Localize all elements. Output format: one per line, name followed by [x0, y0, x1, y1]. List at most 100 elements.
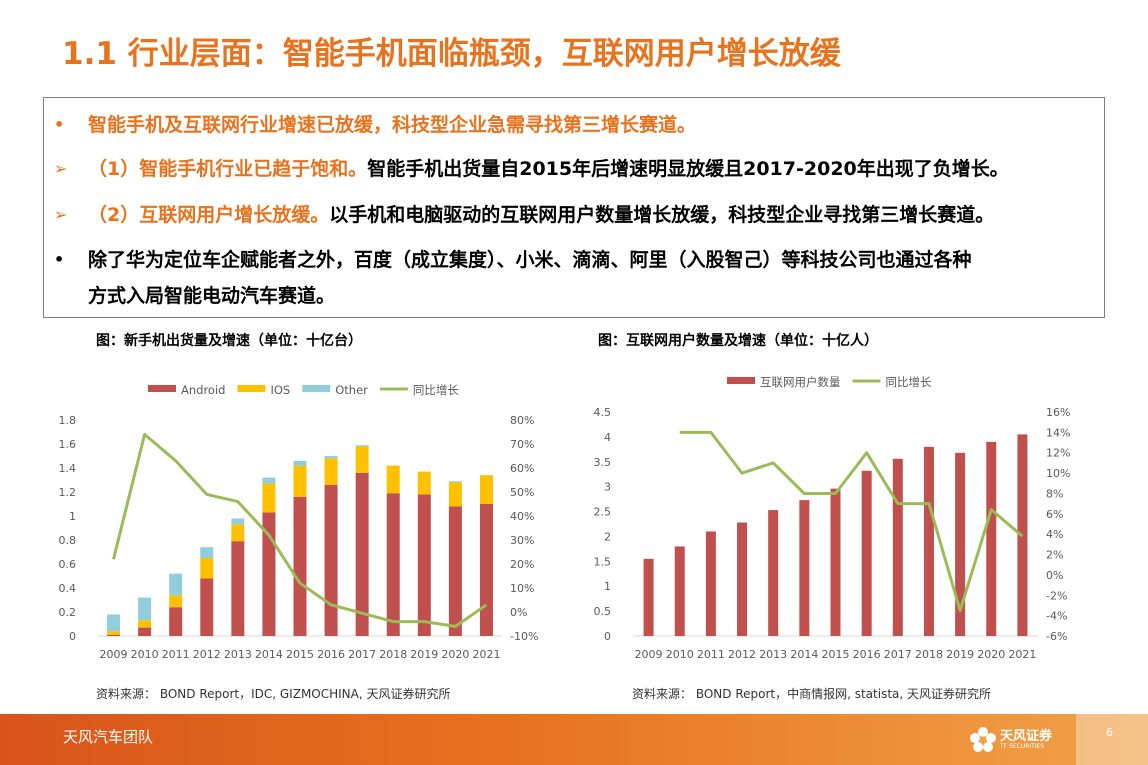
- bar-互联网用户数量-2010: [674, 546, 685, 636]
- page-number-panel: [1076, 714, 1148, 765]
- internet-users-chart: 0 0.5 1 1.5 2 2.5 3 3.5 4 4.5 -6% -4% -2% 0% 2% 4% 6% 8% 1…: [594, 375, 1071, 661]
- bar-Android-2012: [200, 578, 214, 636]
- x-axis-tick: 2020: [441, 648, 469, 661]
- x-axis-tick: 2019: [410, 648, 438, 661]
- line-series-同比增长: [112, 432, 488, 628]
- y-axis-left-tick: 3.5: [594, 456, 612, 469]
- y-axis-left-tick: 0.8: [59, 534, 77, 547]
- legend-swatch-Android: [148, 385, 176, 392]
- x-axis-tick: 2014: [790, 648, 818, 661]
- y-axis-right-tick: 2%: [1046, 549, 1063, 562]
- y-axis-left-tick: 1.2: [59, 486, 77, 499]
- page-number: 6: [1106, 726, 1113, 739]
- y-axis-right-tick: 70%: [510, 438, 534, 451]
- bar-互联网用户数量-2015: [830, 488, 841, 636]
- y-axis-left-tick: 1.4: [59, 462, 77, 475]
- y-axis-left-tick: 1.5: [594, 555, 612, 568]
- bar-Other-2016: [324, 456, 338, 459]
- legend-swatch-Other: [302, 385, 331, 392]
- legend-swatch-互联网用户数量: [727, 377, 755, 384]
- y-axis-right-tick: 60%: [510, 462, 534, 475]
- bar-IOS-2012: [200, 558, 214, 579]
- bar-IOS-2011: [169, 595, 183, 608]
- summary-box: • 智能手机及互联网行业增速已放缓，科技型企业急需寻找第三增长赛道。 ➢ （1）…: [43, 97, 1105, 318]
- bar-Other-2020: [448, 481, 462, 483]
- bar-Other-2017: [355, 445, 369, 447]
- bar-Android-2014: [262, 512, 276, 636]
- x-axis-tick: 2013: [759, 648, 787, 661]
- x-axis-tick: 2019: [946, 648, 974, 661]
- bar-Android-2009: [107, 634, 121, 636]
- y-axis-left-tick: 0.2: [59, 606, 77, 619]
- bar-Android-2019: [417, 494, 431, 636]
- bar-Android-2018: [386, 493, 400, 636]
- bar-IOS-2018: [386, 465, 400, 494]
- footer-bar: 天风汽车团队 天风证券 TF SECURITIES 6: [0, 714, 1148, 765]
- legend-label-Android: Android: [181, 383, 225, 397]
- legend-label-同比增长: 同比增长: [886, 375, 932, 389]
- bar-Other-2012: [200, 547, 214, 558]
- bar-互联网用户数量-2019: [955, 452, 966, 636]
- y-axis-right-tick: -10%: [510, 630, 538, 643]
- y-axis-right-tick: 80%: [510, 414, 534, 427]
- x-axis-tick: 2010: [131, 648, 159, 661]
- bullet-2-highlight: （1）智能手机行业已趋于饱和。: [88, 158, 368, 180]
- x-axis-tick: 2021: [1008, 648, 1036, 661]
- bar-互联网用户数量-2013: [768, 510, 779, 636]
- y-axis-right-tick: 14%: [1046, 426, 1070, 439]
- y-axis-left-tick: 0.6: [59, 558, 77, 571]
- bar-Other-2010: [138, 597, 152, 621]
- y-axis-right-tick: 50%: [510, 486, 534, 499]
- bar-Other-2013: [231, 518, 245, 525]
- bar-互联网用户数量-2017: [892, 458, 903, 636]
- y-axis-right-tick: 8%: [1046, 487, 1063, 500]
- y-axis-left-tick: 4: [604, 431, 611, 444]
- x-axis-tick: 2015: [822, 648, 850, 661]
- x-axis-tick: 2016: [317, 648, 345, 661]
- bar-IOS-2019: [417, 471, 431, 495]
- bar-互联网用户数量-2014: [799, 500, 810, 636]
- x-axis-tick: 2018: [915, 648, 943, 661]
- y-axis-right-tick: 10%: [1046, 467, 1070, 480]
- y-axis-left-tick: 3: [604, 481, 611, 494]
- x-axis-tick: 2020: [977, 648, 1005, 661]
- x-axis-tick: 2017: [884, 648, 912, 661]
- x-axis-tick: 2021: [472, 648, 500, 661]
- footer-team: 天风汽车团队: [63, 728, 154, 746]
- line-series-同比增长: [679, 430, 1024, 612]
- y-axis-right-tick: -6%: [1046, 630, 1067, 643]
- y-axis-right-tick: 10%: [510, 582, 534, 595]
- y-axis-right-tick: 20%: [510, 558, 534, 571]
- bar-Android-2010: [138, 627, 152, 636]
- x-axis-tick: 2009: [635, 648, 663, 661]
- y-axis-left-tick: 2: [604, 530, 611, 543]
- page-title: 1.1 行业层面：智能手机面临瓶颈，互联网用户增长放缓: [62, 36, 841, 72]
- y-axis-left-tick: 0.4: [59, 582, 77, 595]
- y-axis-right-tick: 30%: [510, 534, 534, 547]
- y-axis-right-tick: 6%: [1046, 508, 1063, 521]
- bar-Android-2016: [324, 484, 338, 636]
- y-axis-left-tick: 2.5: [594, 506, 612, 519]
- logo-text: 天风证券: [1000, 729, 1053, 744]
- bar-Other-2015: [293, 460, 307, 466]
- chart2-source: 资料来源： BOND Report，中商情报网, statista, 天风证券研…: [632, 687, 992, 701]
- flower-logo-icon: [970, 727, 996, 752]
- y-axis-right-tick: 16%: [1046, 406, 1070, 419]
- bar-IOS-2015: [293, 465, 307, 497]
- x-axis-tick: 2015: [286, 648, 314, 661]
- y-axis-left-tick: 0.5: [594, 605, 612, 618]
- bar-IOS-2009: [107, 631, 121, 635]
- bullet-4-text: 除了华为定位车企赋能者之外，百度（成立集度）、小米、滴滴、阿里（入股智己）等科技…: [88, 249, 972, 271]
- y-axis-left-tick: 4.5: [594, 406, 612, 419]
- x-axis-tick: 2011: [162, 648, 190, 661]
- bar-互联网用户数量-2020: [986, 441, 997, 636]
- bar-Other-2011: [169, 573, 183, 596]
- bar-Android-2015: [293, 496, 307, 636]
- bar-IOS-2020: [448, 482, 462, 507]
- bar-互联网用户数量-2011: [705, 531, 716, 636]
- bar-Other-2009: [107, 614, 121, 632]
- bar-IOS-2014: [262, 483, 276, 513]
- bar-Android-2013: [231, 541, 245, 636]
- chart1-source: 资料来源： BOND Report，IDC, GIZMOCHINA, 天风证券研…: [96, 687, 451, 701]
- x-axis-tick: 2012: [728, 648, 756, 661]
